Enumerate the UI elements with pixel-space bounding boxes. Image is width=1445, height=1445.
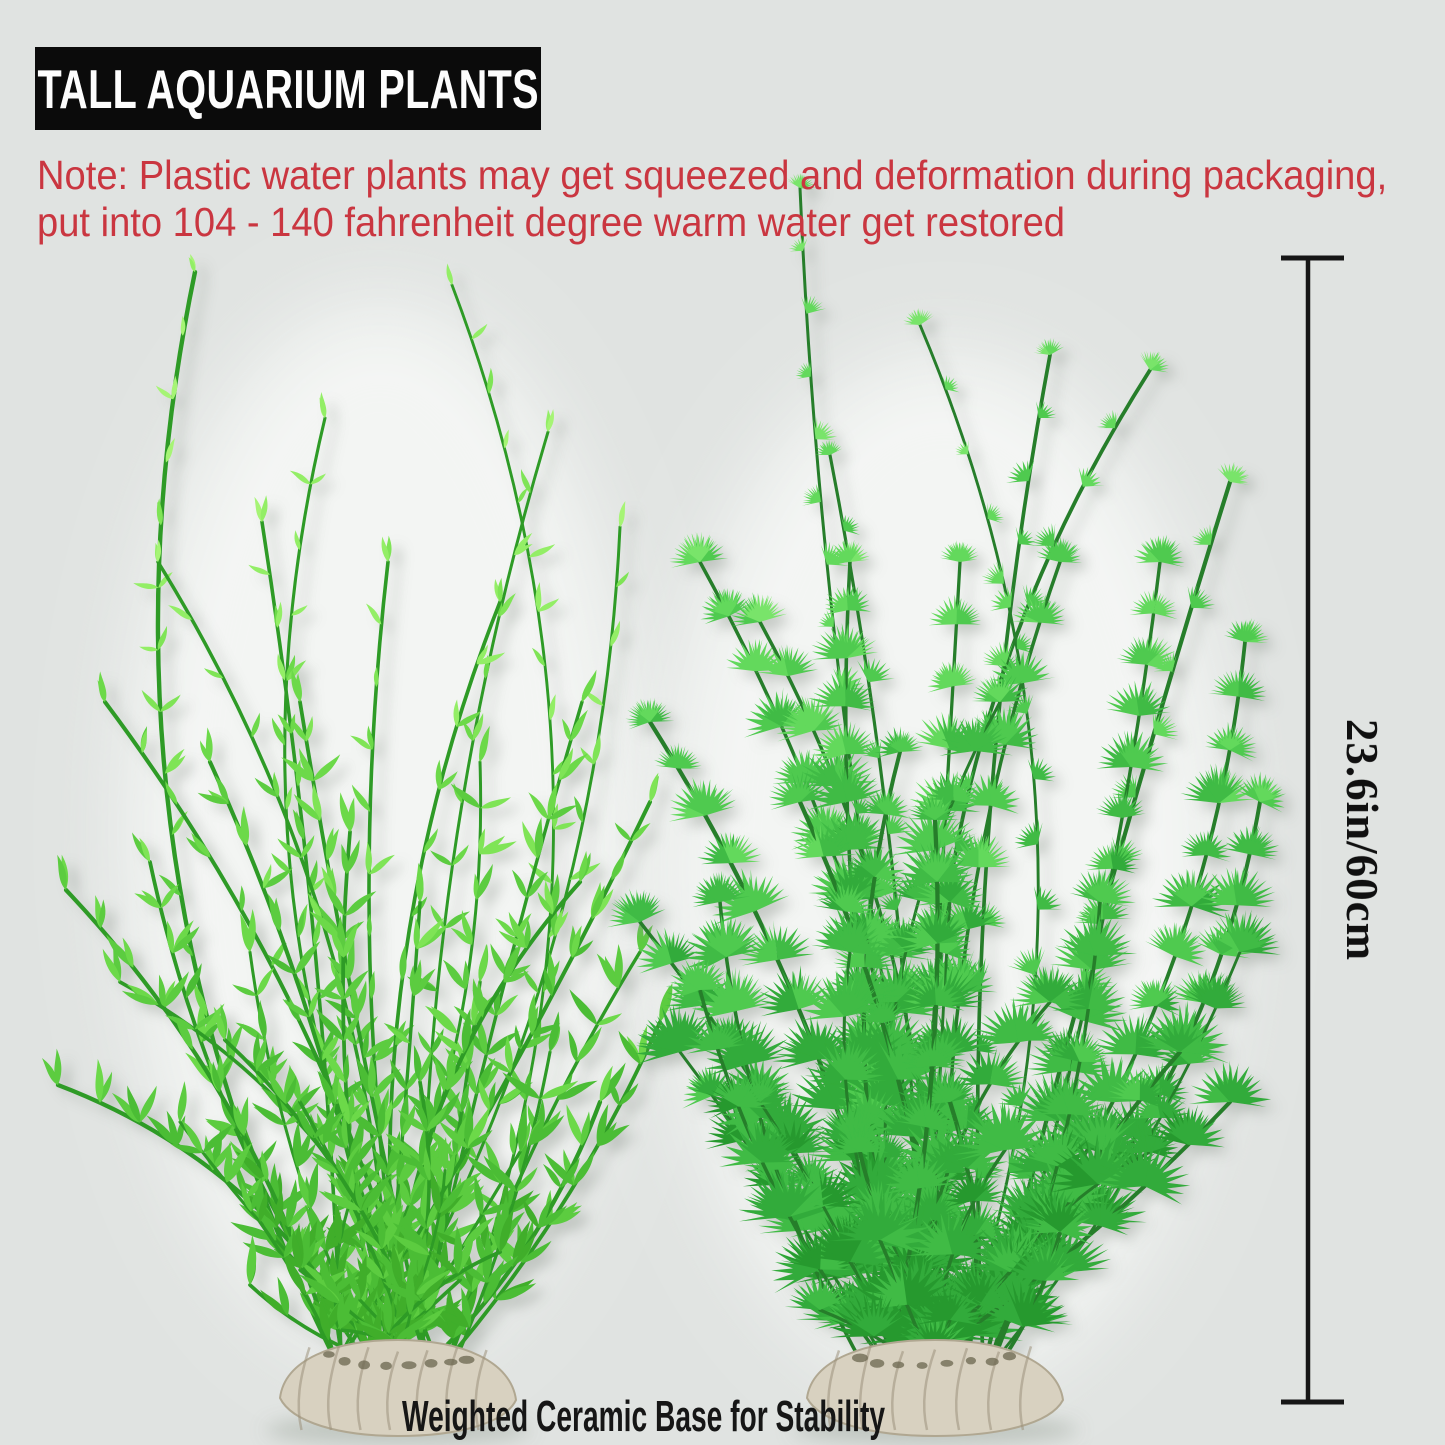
measurement-line [1281, 255, 1344, 1405]
height-measurement-label: 23.6in/60cm [1337, 718, 1387, 962]
right-plant [606, 172, 1287, 1373]
left-plant [41, 254, 673, 1375]
ceramic-bases [265, 1338, 1079, 1445]
title-banner: TALL AQUARIUM PLANTS [35, 47, 541, 130]
note-line-1: Note: Plastic water plants may get squee… [37, 152, 1388, 198]
title-text: TALL AQUARIUM PLANTS [37, 57, 539, 120]
note-line-2: put into 104 - 140 fahrenheit degree war… [37, 199, 1066, 245]
base-caption: Weighted Ceramic Base for Stability [402, 1392, 886, 1441]
note-text: Note: Plastic water plants may get squee… [37, 152, 1387, 246]
